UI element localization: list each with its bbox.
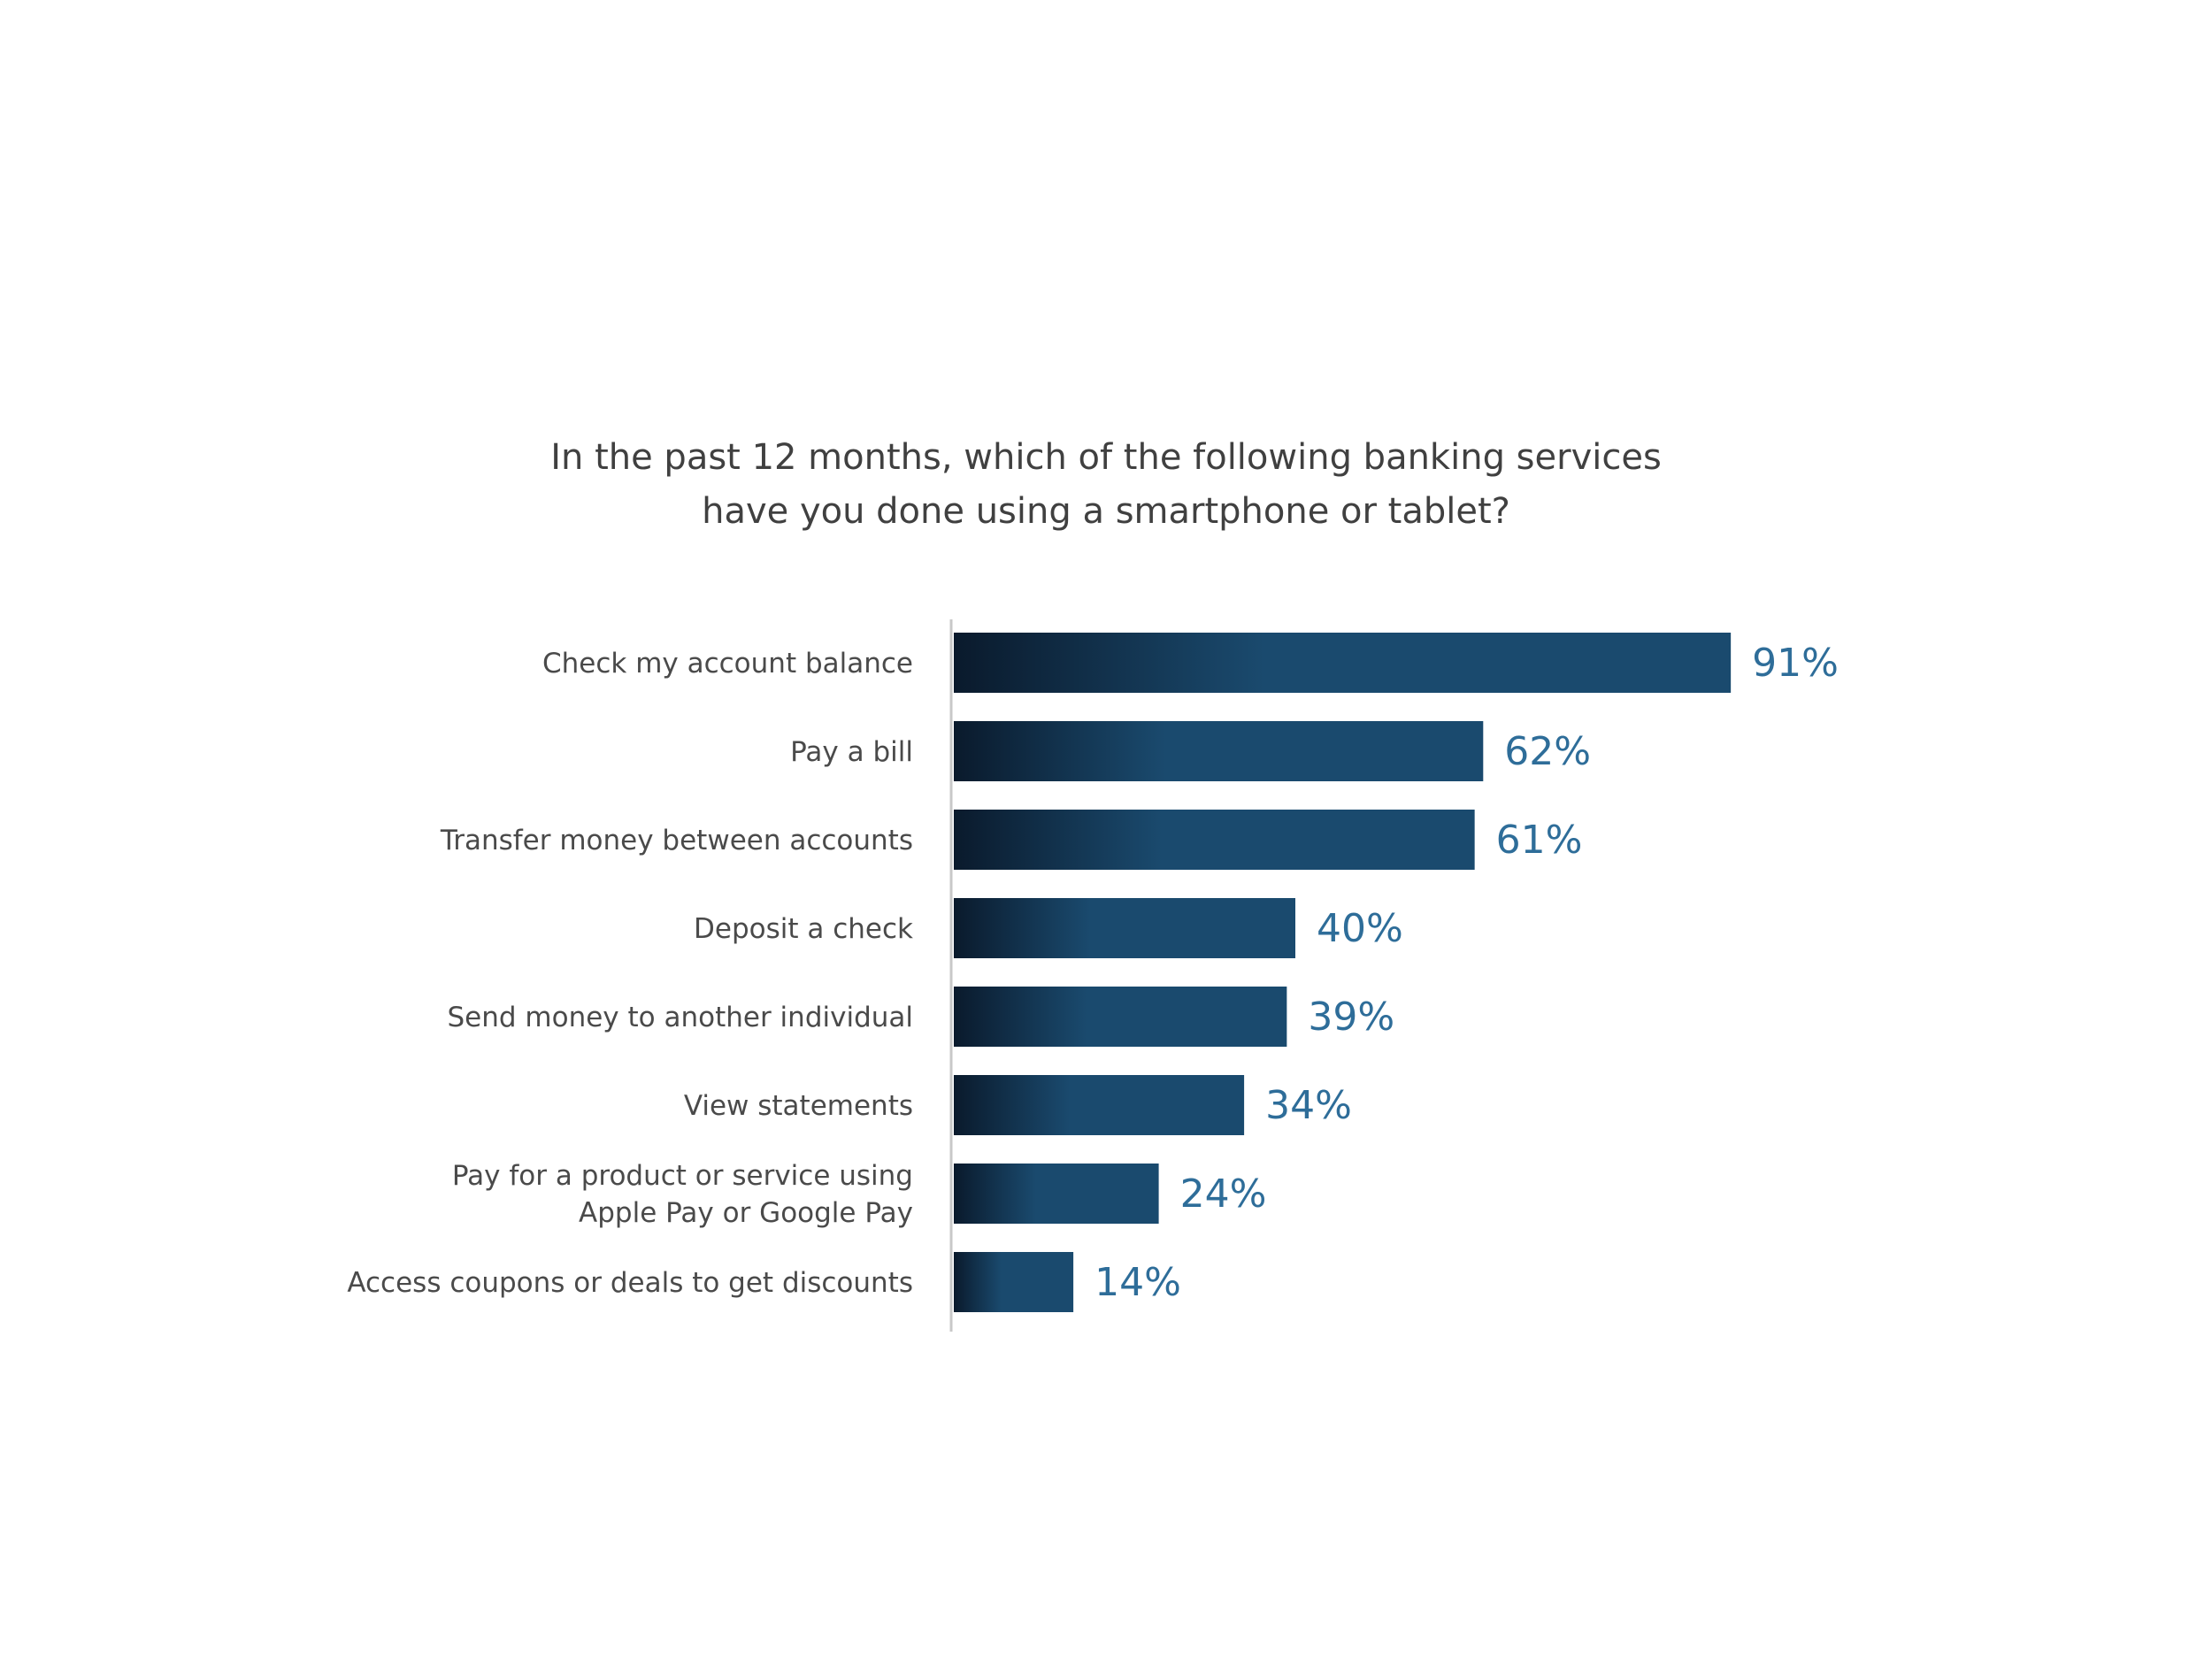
- category-label-0: Check my account balance: [542, 648, 913, 680]
- category-label-1: Pay a bill: [790, 736, 913, 768]
- category-label-3: Deposit a check: [694, 913, 913, 945]
- bar-4: [954, 987, 1287, 1047]
- value-label-0: 91%: [1752, 641, 1839, 686]
- value-label-4: 39%: [1308, 995, 1394, 1040]
- value-label-3: 40%: [1317, 906, 1403, 951]
- bar-1: [954, 721, 1484, 781]
- value-label-5: 34%: [1265, 1083, 1352, 1128]
- category-label-6-line-0: Pay for a product or service using: [452, 1160, 913, 1192]
- value-label-7: 14%: [1094, 1260, 1181, 1305]
- bar-0: [954, 633, 1732, 693]
- chart-title-line-1: In the past 12 months, which of the foll…: [550, 437, 1662, 478]
- category-label-6-line-1: Apple Pay or Google Pay: [579, 1197, 913, 1229]
- value-label-2: 61%: [1496, 818, 1583, 863]
- bar-3: [954, 898, 1295, 958]
- category-label-4: Send money to another individual: [447, 1002, 913, 1033]
- chart-title-line-2: have you done using a smartphone or tabl…: [702, 491, 1510, 532]
- category-label-5: View statements: [684, 1090, 913, 1122]
- category-label-2: Transfer money between accounts: [440, 825, 913, 856]
- bar-6: [954, 1164, 1159, 1224]
- chart-title: In the past 12 months, which of the foll…: [0, 431, 2212, 539]
- bars-group: 91% Check my account balance 62% Pay a bill…: [347, 633, 1839, 1312]
- bar-5: [954, 1075, 1245, 1135]
- bar-7: [954, 1252, 1074, 1312]
- bar-2: [954, 810, 1475, 870]
- category-label-7: Access coupons or deals to get discounts: [347, 1267, 913, 1299]
- value-label-6: 24%: [1180, 1171, 1267, 1217]
- value-label-1: 62%: [1504, 729, 1591, 774]
